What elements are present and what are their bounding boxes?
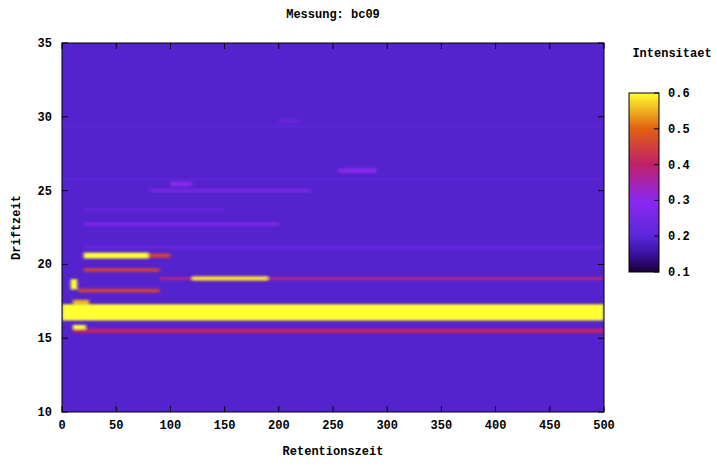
x-tick bbox=[333, 43, 334, 49]
cell bbox=[73, 325, 86, 329]
cell bbox=[62, 304, 604, 320]
x-tick bbox=[495, 43, 496, 49]
x-tick bbox=[604, 406, 605, 412]
x-tick bbox=[441, 43, 442, 49]
cell bbox=[84, 208, 225, 211]
cells bbox=[62, 120, 604, 333]
y-tick bbox=[598, 264, 604, 265]
colorbar-tick-label: 0.6 bbox=[668, 87, 690, 101]
cell bbox=[84, 253, 149, 259]
cell bbox=[62, 178, 604, 179]
x-tick bbox=[333, 406, 334, 412]
y-tick-label: 15 bbox=[38, 332, 52, 346]
y-tick-label: 25 bbox=[38, 185, 52, 199]
y-tick bbox=[598, 43, 604, 44]
cell bbox=[149, 253, 171, 257]
x-tick bbox=[278, 406, 279, 412]
y-tick bbox=[62, 116, 68, 117]
x-tick-label: 200 bbox=[268, 419, 290, 433]
x-tick bbox=[62, 43, 63, 49]
x-tick-label: 400 bbox=[485, 419, 507, 433]
colorbar-tick-label: 0.5 bbox=[668, 123, 690, 137]
x-tick-label: 450 bbox=[539, 419, 561, 433]
x-tick bbox=[116, 406, 117, 412]
colorbar-tick-label: 0.3 bbox=[668, 194, 690, 208]
x-tick bbox=[170, 43, 171, 49]
x-tick bbox=[224, 406, 225, 412]
x-tick bbox=[62, 406, 63, 412]
background-cell bbox=[62, 43, 604, 412]
x-tick bbox=[224, 43, 225, 49]
x-tick-label: 150 bbox=[214, 419, 236, 433]
cell bbox=[71, 279, 78, 289]
x-tick-label: 250 bbox=[322, 419, 344, 433]
frame bbox=[62, 43, 604, 412]
cell bbox=[160, 277, 604, 280]
cell bbox=[279, 120, 301, 123]
y-axis-title: Driftzeit bbox=[10, 195, 24, 260]
x-axis-title: Retentionszeit bbox=[283, 445, 384, 459]
x-tick bbox=[549, 406, 550, 412]
colorbar-tick-label: 0.4 bbox=[668, 159, 690, 173]
cell bbox=[192, 276, 268, 280]
cell bbox=[84, 245, 604, 248]
x-tick bbox=[441, 406, 442, 412]
x-tick-label: 300 bbox=[376, 419, 398, 433]
colorbar-tick bbox=[654, 128, 659, 129]
cell bbox=[338, 168, 376, 172]
x-tick-label: 500 bbox=[593, 419, 615, 433]
y-tick-label: 20 bbox=[38, 258, 52, 272]
x-tick-label: 350 bbox=[431, 419, 453, 433]
cell bbox=[170, 182, 192, 186]
y-tick bbox=[62, 190, 68, 191]
x-tick bbox=[495, 406, 496, 412]
colorbar-title: Intensitaet bbox=[632, 47, 711, 61]
y-tick bbox=[62, 412, 68, 413]
title: Messung: bc09 bbox=[286, 8, 380, 22]
colorbar-tick bbox=[654, 272, 659, 273]
cell bbox=[84, 222, 279, 226]
y-tick bbox=[598, 116, 604, 117]
chart: Messung: bc09 0 50 100 150 200 250 300 350 400 450… bbox=[0, 0, 717, 467]
plot-area bbox=[62, 43, 604, 412]
colorbar-tick-label: 0.2 bbox=[668, 230, 690, 244]
y-tick-label: 35 bbox=[38, 37, 52, 51]
cell bbox=[73, 329, 604, 333]
x-tick bbox=[604, 43, 605, 49]
cell bbox=[84, 268, 160, 272]
colorbar-tick bbox=[654, 93, 659, 94]
cell bbox=[78, 289, 159, 293]
y-tick-label: 10 bbox=[38, 406, 52, 420]
y-tick bbox=[62, 43, 68, 44]
colorbar bbox=[629, 93, 659, 272]
x-tick bbox=[170, 406, 171, 412]
y-tick bbox=[598, 412, 604, 413]
colorbar-tick bbox=[654, 200, 659, 201]
cell bbox=[62, 126, 604, 127]
y-tick bbox=[62, 264, 68, 265]
colorbar-tick-label: 0.1 bbox=[668, 266, 690, 280]
colorbar-tick bbox=[654, 236, 659, 237]
x-tick bbox=[116, 43, 117, 49]
cell bbox=[149, 189, 312, 192]
x-tick bbox=[278, 43, 279, 49]
x-tick bbox=[549, 43, 550, 49]
cell bbox=[73, 300, 89, 304]
y-tick bbox=[62, 338, 68, 339]
colorbar-tick bbox=[654, 164, 659, 165]
y-tick bbox=[598, 190, 604, 191]
x-tick-label: 0 bbox=[58, 419, 65, 433]
y-tick bbox=[598, 338, 604, 339]
x-tick bbox=[387, 43, 388, 49]
x-tick-label: 100 bbox=[160, 419, 182, 433]
y-tick-label: 30 bbox=[38, 111, 52, 125]
x-tick-label: 50 bbox=[109, 419, 123, 433]
x-tick bbox=[387, 406, 388, 412]
